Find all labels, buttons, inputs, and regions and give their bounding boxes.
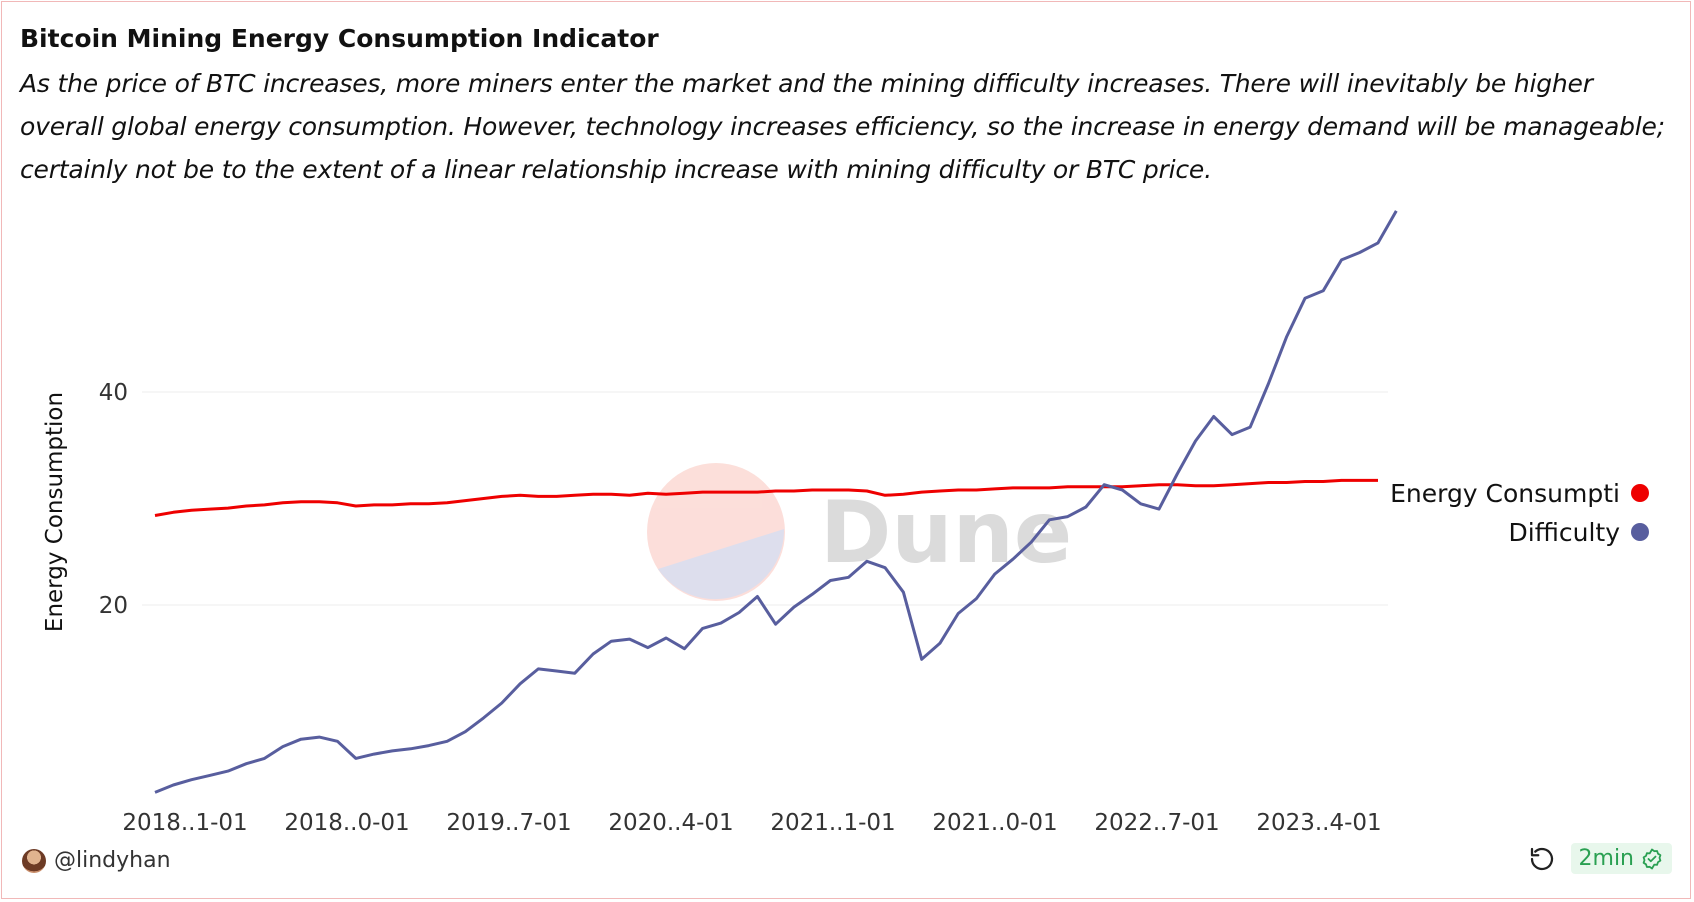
x-tick-label: 2021..1-01 [770,810,895,836]
legend-marker-energy [1631,484,1649,502]
x-tick-label: 2020..4-01 [608,810,733,836]
chart-title: Bitcoin Mining Energy Consumption Indica… [20,24,659,53]
x-tick-label: 2018..0-01 [284,810,409,836]
y-tick-label: 40 [99,380,128,406]
watermark-logo-bottom [658,529,785,600]
series-group [154,210,1398,794]
legend-label-energy: Energy Consumpti [1390,479,1620,508]
refresh-badge[interactable]: 2min [1570,843,1672,874]
legend-item-difficulty[interactable]: Difficulty [1509,518,1650,547]
x-tick-label: 2019..7-01 [446,810,571,836]
author[interactable]: @lindyhan [22,848,171,873]
avatar [22,848,46,873]
refresh-icon[interactable] [1527,844,1557,874]
y-axis-label: Energy Consumption [42,392,68,632]
y-tick-label: 20 [99,593,128,619]
x-tick-label: 2021..0-01 [932,810,1057,836]
verified-check-icon [1642,848,1662,869]
x-tick-label: 2023..4-01 [1256,810,1381,836]
legend: Energy Consumpti Difficulty [1390,479,1649,547]
legend-marker-difficulty [1631,523,1649,541]
chart-subtitle: As the price of BTC increases, more mine… [20,69,1665,184]
x-tick-label: 2022..7-01 [1094,810,1219,836]
refresh-time: 2min [1578,846,1634,871]
grid-lines [142,391,1388,606]
dune-watermark: Dune [647,463,1072,601]
x-tick-label: 2018..1-01 [122,810,247,836]
x-axis-ticks: 2018..1-01 2018..0-01 2019..7-01 2020..4-01… [122,810,1381,836]
refresh-status: 2min [1527,843,1672,874]
author-name: @lindyhan [54,848,171,873]
legend-item-energy[interactable]: Energy Consumpti [1390,479,1649,508]
legend-label-difficulty: Difficulty [1509,518,1621,547]
difficulty-line[interactable] [154,210,1398,794]
energy-consumption-line[interactable] [154,478,1378,517]
